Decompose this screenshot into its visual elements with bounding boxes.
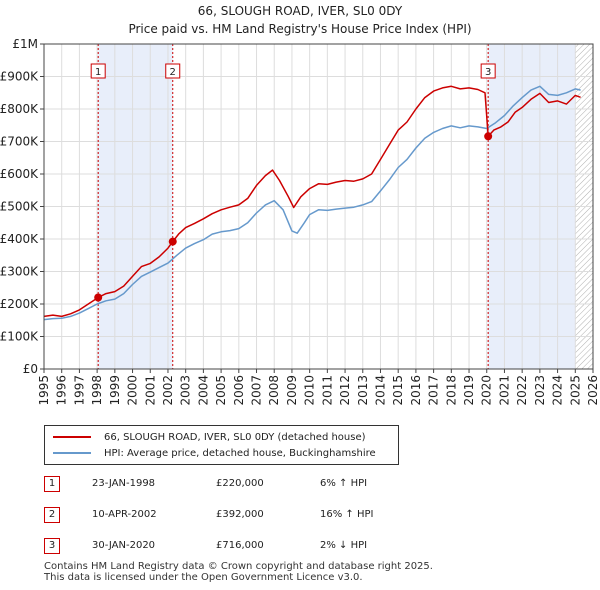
transaction-price: £716,000 bbox=[216, 540, 264, 551]
x-tick-label: 2006 bbox=[232, 375, 246, 406]
property-line-swatch bbox=[53, 436, 91, 438]
y-tick-label: £800K bbox=[0, 102, 39, 116]
x-tick-label: 2004 bbox=[196, 375, 210, 406]
chart-subtitle: Price paid vs. HM Land Registry's House … bbox=[128, 22, 472, 36]
x-tick-label: 2022 bbox=[515, 375, 529, 406]
chart-title: 66, SLOUGH ROAD, IVER, SL0 0DY bbox=[197, 4, 403, 18]
x-tick-label: 2020 bbox=[480, 375, 494, 406]
y-tick-label: £900K bbox=[0, 70, 39, 84]
transaction-hpi-diff: 16% ↑ HPI bbox=[320, 509, 374, 520]
x-tick-label: 2015 bbox=[391, 375, 405, 406]
footer-license: This data is licensed under the Open Gov… bbox=[44, 572, 363, 583]
x-tick-label: 2002 bbox=[161, 375, 175, 406]
transaction-point bbox=[484, 132, 493, 141]
transaction-badge: 3 bbox=[44, 538, 60, 554]
x-tick-label: 2003 bbox=[179, 375, 193, 406]
y-tick-label: £100K bbox=[0, 330, 39, 344]
footer-attribution: Contains HM Land Registry data © Crown c… bbox=[44, 561, 433, 583]
x-tick-label: 2011 bbox=[320, 375, 334, 406]
table-row: 3 30-JAN-2020 £716,000 2% ↓ HPI bbox=[44, 538, 374, 556]
x-tick-label: 2000 bbox=[126, 375, 140, 406]
x-tick-label: 2001 bbox=[143, 375, 157, 406]
x-tick-label: 2012 bbox=[338, 375, 352, 406]
x-tick-label: 1996 bbox=[55, 375, 69, 406]
transaction-label-box bbox=[165, 63, 181, 79]
x-tick-label: 2026 bbox=[586, 375, 600, 406]
y-tick-label: £700K bbox=[0, 135, 39, 149]
x-tick-label: 2007 bbox=[250, 375, 264, 406]
y-tick-label: £400K bbox=[0, 232, 39, 246]
price-chart: 1 2 3 £0 £100K £200K £300K £400K £500K £600K £700… bbox=[0, 37, 600, 406]
property-price-line bbox=[43, 85, 581, 318]
x-tick-label: 2025 bbox=[568, 375, 582, 406]
x-tick-label: 2024 bbox=[551, 375, 565, 406]
transaction-badge: 2 bbox=[44, 507, 60, 523]
transaction-point bbox=[94, 293, 103, 302]
chart-legend: 66, SLOUGH ROAD, IVER, SL0 0DY (detached… bbox=[44, 425, 399, 465]
x-tick-label: 2016 bbox=[409, 375, 423, 406]
hpi-line-swatch bbox=[53, 452, 91, 454]
y-tick-label: £300K bbox=[0, 265, 39, 279]
x-tick-label: 2017 bbox=[427, 375, 441, 406]
y-tick-label: £500K bbox=[0, 200, 39, 214]
x-tick-label: 2005 bbox=[214, 375, 228, 406]
x-tick-label: 1997 bbox=[72, 375, 86, 406]
legend-item-hpi: HPI: Average price, detached house, Buck… bbox=[53, 446, 376, 460]
transaction-label: 1 bbox=[95, 67, 101, 78]
y-tick-label: £600K bbox=[0, 167, 39, 181]
y-tick-label: £200K bbox=[0, 297, 39, 311]
transaction-label: 3 bbox=[485, 67, 491, 78]
transaction-price: £392,000 bbox=[216, 509, 264, 520]
x-tick-label: 2009 bbox=[285, 375, 299, 406]
transaction-badge: 1 bbox=[44, 476, 60, 492]
x-tick-label: 2021 bbox=[497, 375, 511, 406]
x-tick-label: 2019 bbox=[462, 375, 476, 406]
x-tick-label: 1995 bbox=[37, 375, 51, 406]
transaction-hpi-diff: 6% ↑ HPI bbox=[320, 478, 368, 489]
x-tick-label: 2014 bbox=[373, 375, 387, 406]
y-tick-label: £0 bbox=[23, 362, 38, 376]
hpi-line bbox=[43, 85, 581, 321]
table-row: 2 10-APR-2002 £392,000 16% ↑ HPI bbox=[44, 507, 374, 525]
legend-property-label: 66, SLOUGH ROAD, IVER, SL0 0DY (detached… bbox=[104, 431, 366, 443]
footer-copyright: Contains HM Land Registry data © Crown c… bbox=[44, 561, 433, 572]
transaction-label: 2 bbox=[170, 67, 176, 78]
y-tick-label: £1M bbox=[12, 37, 38, 51]
x-tick-label: 1998 bbox=[90, 375, 104, 406]
transaction-label-box bbox=[480, 63, 496, 79]
x-tick-label: 2023 bbox=[533, 375, 547, 406]
x-tick-label: 2010 bbox=[303, 375, 317, 406]
transaction-price: £220,000 bbox=[216, 478, 264, 489]
transaction-date: 23-JAN-1998 bbox=[92, 478, 156, 489]
transaction-hpi-diff: 2% ↓ HPI bbox=[320, 540, 368, 551]
transaction-date: 10-APR-2002 bbox=[92, 509, 157, 520]
legend-item-property: 66, SLOUGH ROAD, IVER, SL0 0DY (detached… bbox=[53, 430, 366, 444]
legend-hpi-label: HPI: Average price, detached house, Buck… bbox=[104, 447, 376, 459]
transaction-point bbox=[168, 237, 177, 246]
x-tick-label: 1999 bbox=[108, 375, 122, 406]
transaction-date: 30-JAN-2020 bbox=[92, 540, 156, 551]
x-tick-label: 2008 bbox=[267, 375, 281, 406]
x-tick-label: 2013 bbox=[356, 375, 370, 406]
table-row: 1 23-JAN-1998 £220,000 6% ↑ HPI bbox=[44, 476, 374, 494]
transaction-label-box bbox=[90, 63, 106, 79]
x-tick-label: 2018 bbox=[444, 375, 458, 406]
